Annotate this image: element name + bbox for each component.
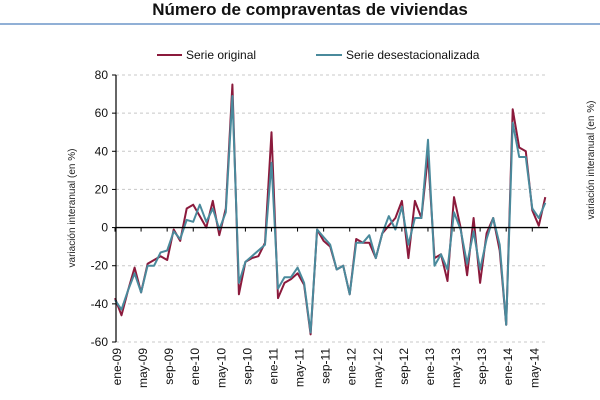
series-line-original bbox=[114, 83, 547, 336]
legend: Serie original Serie desestacionalizada bbox=[157, 48, 480, 62]
y-tick-label: 40 bbox=[95, 144, 109, 158]
y-tick-label: -60 bbox=[91, 335, 109, 349]
x-tick-label: sep-13 bbox=[475, 348, 489, 385]
x-tick-label: may-12 bbox=[371, 348, 385, 388]
y-tick-label: 0 bbox=[101, 221, 108, 235]
legend-label-desest: Serie desestacionalizada bbox=[346, 48, 480, 62]
x-tick-label: ene-10 bbox=[188, 348, 202, 386]
x-axis-ticks: ene-09 may-09 sep-09 ene-10 may-10 sep-10 ene-… bbox=[110, 227, 541, 388]
legend-label-original: Serie original bbox=[186, 48, 256, 62]
x-tick-label: may-09 bbox=[136, 348, 150, 388]
series-lines bbox=[114, 83, 547, 336]
y-axis-title: variación interanual (en %) bbox=[67, 149, 78, 268]
y-tick-label: -20 bbox=[91, 259, 109, 273]
series-line-desestacionalizada bbox=[114, 95, 547, 334]
x-tick-label: ene-09 bbox=[110, 348, 124, 386]
x-tick-label: ene-14 bbox=[501, 348, 515, 386]
x-tick-label: sep-11 bbox=[319, 348, 333, 384]
x-tick-label: sep-10 bbox=[240, 348, 254, 385]
y-axis-title-right: variación interanual (en %) bbox=[586, 101, 597, 220]
y-tick-label: -40 bbox=[91, 297, 109, 311]
y-tick-label: 80 bbox=[95, 68, 109, 82]
gridlines bbox=[116, 74, 548, 343]
x-tick-label: may-10 bbox=[214, 348, 228, 388]
x-tick-label: may-13 bbox=[449, 348, 463, 388]
chart-title: Número de compraventas de viviendas bbox=[152, 0, 468, 19]
x-tick-label: ene-13 bbox=[423, 348, 437, 386]
x-tick-label: sep-12 bbox=[397, 348, 411, 385]
x-tick-label: sep-09 bbox=[162, 348, 176, 385]
axes bbox=[115, 75, 548, 342]
x-tick-label: ene-11 bbox=[266, 348, 280, 385]
y-axis-ticks: 80 60 40 20 0 -20 -40 -60 bbox=[91, 68, 116, 349]
x-tick-label: may-14 bbox=[527, 348, 541, 388]
y-tick-label: 20 bbox=[95, 182, 109, 196]
x-tick-label: ene-12 bbox=[345, 348, 359, 386]
y-tick-label: 60 bbox=[95, 106, 109, 120]
x-tick-label: may-11 bbox=[293, 348, 307, 387]
